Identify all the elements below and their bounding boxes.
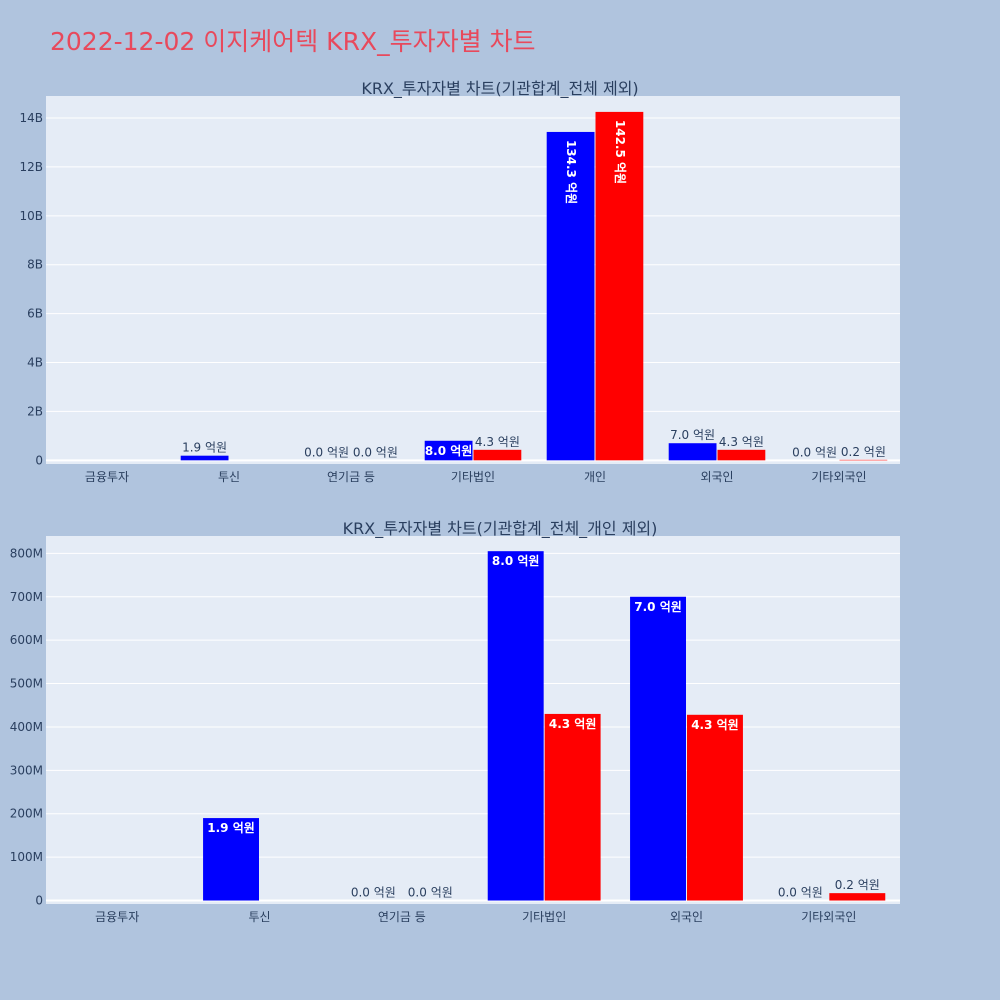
bar-data-label: 0.0 억원 bbox=[408, 886, 453, 900]
bar-data-label: 134.3 억원 bbox=[564, 140, 578, 204]
bar-data-label: 142.5 억원 bbox=[613, 120, 627, 184]
bar-data-label: 1.9 억원 bbox=[182, 441, 227, 455]
bar-data-label: 0.0 억원 bbox=[351, 886, 396, 900]
bar bbox=[180, 455, 229, 461]
y-tick-label: 100M bbox=[10, 850, 43, 864]
bar-data-label: 0.2 억원 bbox=[835, 878, 880, 892]
x-tick-label: 투신 bbox=[218, 470, 240, 484]
y-tick-label: 4B bbox=[27, 356, 43, 370]
bar bbox=[668, 443, 717, 461]
bar bbox=[473, 449, 522, 461]
x-tick-label: 기타외국인 bbox=[811, 470, 866, 484]
bar bbox=[546, 131, 595, 461]
bar-data-label: 0.0 억원 bbox=[792, 445, 837, 459]
x-tick-label: 연기금 등 bbox=[378, 910, 426, 924]
bar bbox=[203, 818, 259, 901]
y-tick-label: 200M bbox=[10, 807, 43, 821]
x-tick-label: 투신 bbox=[248, 910, 270, 924]
y-tick-label: 400M bbox=[10, 720, 43, 734]
bar bbox=[630, 596, 686, 901]
plot-background bbox=[46, 536, 900, 904]
bar-data-label: 7.0 억원 bbox=[634, 600, 682, 614]
bar-data-label: 4.3 억원 bbox=[691, 718, 739, 732]
bar bbox=[829, 893, 886, 901]
chart-top-svg: 0 2B 4B 6B 8B 10B 12B 14B KRX_투자자별 차트(기관합계_전체 제외… bbox=[19, 79, 900, 484]
bar-data-label: 8.0 억원 bbox=[492, 554, 540, 568]
chart-title: KRX_투자자별 차트(기관합계_전체_개인 제외) bbox=[343, 519, 658, 539]
chart-bottom-svg: 0 100M 200M 300M 400M 500M 600M 700M 800M KRX_투자자… bbox=[10, 519, 900, 924]
x-tick-label: 연기금 등 bbox=[327, 470, 375, 484]
bar bbox=[424, 440, 473, 461]
bar bbox=[595, 111, 644, 461]
y-tick-label: 600M bbox=[10, 633, 43, 647]
y-tick-label: 0 bbox=[35, 453, 43, 467]
bar-data-label: 0.0 억원 bbox=[353, 445, 398, 459]
x-tick-label: 외국인 bbox=[670, 910, 703, 924]
y-tick-label: 0 bbox=[35, 894, 43, 908]
y-tick-label: 2B bbox=[27, 404, 43, 418]
x-tick-label: 외국인 bbox=[700, 470, 733, 484]
bar bbox=[717, 449, 766, 461]
y-tick-label: 6B bbox=[27, 307, 43, 321]
x-tick-label: 기타법인 bbox=[451, 470, 495, 484]
plot-background bbox=[46, 96, 900, 464]
x-tick-label: 개인 bbox=[584, 470, 606, 484]
y-tick-label: 14B bbox=[19, 111, 43, 125]
bar-data-label: 0.2 억원 bbox=[841, 445, 886, 459]
bar-data-label: 7.0 억원 bbox=[670, 428, 715, 442]
bar bbox=[687, 714, 743, 901]
bar-data-label: 0.0 억원 bbox=[778, 886, 823, 900]
bar-data-label: 1.9 억원 bbox=[207, 821, 255, 835]
bar-data-label: 8.0 억원 bbox=[425, 444, 473, 458]
page-title: 2022-12-02 이지케어텍 KRX_투자자별 차트 bbox=[50, 27, 536, 56]
bar-data-label: 4.3 억원 bbox=[719, 435, 764, 449]
y-tick-label: 300M bbox=[10, 763, 43, 777]
y-tick-label: 700M bbox=[10, 590, 43, 604]
x-tick-label: 기타법인 bbox=[522, 910, 566, 924]
y-tick-label: 12B bbox=[19, 160, 43, 174]
x-tick-label: 금융투자 bbox=[95, 910, 139, 924]
y-tick-label: 500M bbox=[10, 677, 43, 691]
x-tick-label: 기타외국인 bbox=[801, 910, 856, 924]
y-tick-label: 800M bbox=[10, 546, 43, 560]
chart-title: KRX_투자자별 차트(기관합계_전체 제외) bbox=[361, 79, 638, 99]
bar-data-label: 4.3 억원 bbox=[475, 435, 520, 449]
y-tick-label: 8B bbox=[27, 258, 43, 272]
bar bbox=[487, 551, 544, 901]
bar bbox=[544, 713, 601, 901]
chart-bottom: 0 100M 200M 300M 400M 500M 600M 700M 800M KRX_투자자… bbox=[0, 510, 1000, 930]
y-tick-label: 10B bbox=[19, 209, 43, 223]
chart-top: 0 2B 4B 6B 8B 10B 12B 14B KRX_투자자별 차트(기관합계_전체 제외… bbox=[0, 70, 1000, 490]
bar-data-label: 4.3 억원 bbox=[549, 717, 597, 731]
bar-data-label: 0.0 억원 bbox=[304, 445, 349, 459]
x-tick-label: 금융투자 bbox=[85, 470, 129, 484]
